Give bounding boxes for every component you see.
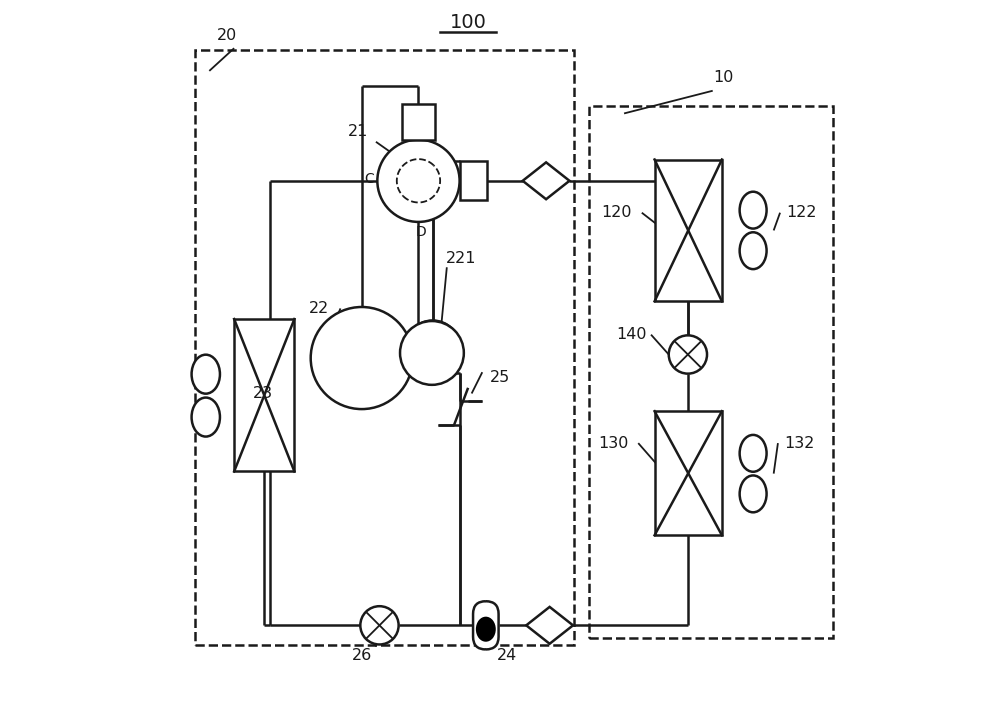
Circle shape [406, 320, 460, 374]
Bar [655, 160, 722, 301]
Text: 24: 24 [497, 648, 517, 664]
Text: 120: 120 [602, 205, 632, 220]
Text: 22: 22 [309, 301, 329, 316]
Bar [460, 161, 487, 200]
Text: 140: 140 [616, 327, 646, 342]
Text: C: C [364, 172, 374, 186]
FancyBboxPatch shape [473, 601, 499, 649]
Text: 23: 23 [252, 386, 273, 401]
Circle shape [311, 307, 413, 409]
Circle shape [377, 140, 460, 222]
Polygon shape [526, 607, 573, 644]
Bar [655, 411, 722, 535]
Polygon shape [523, 162, 569, 199]
Text: 100: 100 [450, 13, 487, 32]
Text: E: E [469, 174, 477, 187]
Text: S: S [414, 115, 423, 129]
Text: D: D [415, 225, 426, 239]
Text: 21: 21 [348, 123, 368, 139]
Text: 122: 122 [786, 205, 817, 220]
Text: 26: 26 [352, 648, 372, 664]
Ellipse shape [476, 617, 496, 642]
Text: 130: 130 [598, 435, 629, 451]
Text: 25: 25 [490, 369, 510, 385]
Text: 20: 20 [217, 28, 237, 43]
Bar [589, 106, 833, 638]
Ellipse shape [740, 476, 767, 513]
Text: 132: 132 [784, 435, 814, 451]
Ellipse shape [740, 435, 767, 471]
Circle shape [360, 606, 399, 644]
Ellipse shape [740, 191, 767, 228]
Bar [195, 50, 574, 645]
Ellipse shape [192, 398, 220, 437]
Ellipse shape [740, 233, 767, 269]
Text: 10: 10 [713, 70, 734, 86]
Bar [234, 319, 294, 471]
Circle shape [400, 321, 464, 385]
Ellipse shape [192, 354, 220, 393]
Circle shape [669, 335, 707, 374]
Bar [402, 104, 435, 140]
Text: 221: 221 [446, 251, 476, 267]
